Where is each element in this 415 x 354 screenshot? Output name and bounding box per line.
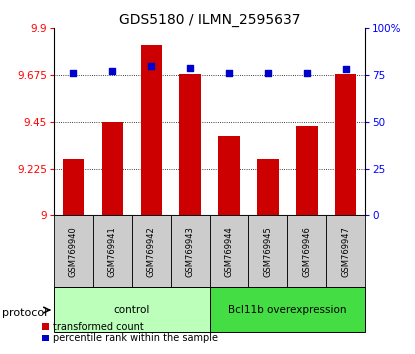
Point [109,68,116,74]
Point [303,70,310,76]
Text: GSM769941: GSM769941 [108,226,117,277]
Text: GSM769944: GSM769944 [225,226,234,277]
Text: GSM769947: GSM769947 [341,226,350,277]
Bar [63,159,84,215]
Bar [54,215,93,287]
Point [187,65,193,70]
Bar [287,215,326,287]
Bar [93,215,132,287]
Point [70,70,77,76]
Bar [102,122,123,215]
Bar [257,159,278,215]
Bar [335,74,356,215]
Legend: transformed count, percentile rank within the sample: transformed count, percentile rank withi… [38,318,222,347]
Text: control: control [114,305,150,315]
Point [148,63,154,69]
Bar [141,45,162,215]
Bar [171,215,210,287]
Bar [54,287,210,332]
Bar [210,215,249,287]
Bar [218,136,240,215]
Bar [179,74,201,215]
Text: protocol: protocol [2,308,47,318]
Point [226,70,232,76]
Title: GDS5180 / ILMN_2595637: GDS5180 / ILMN_2595637 [119,13,300,27]
Text: GSM769945: GSM769945 [264,226,272,277]
Text: GSM769946: GSM769946 [303,226,311,277]
Bar [326,215,365,287]
Bar [132,215,171,287]
Bar [249,215,287,287]
Text: GSM769940: GSM769940 [69,226,78,277]
Text: GSM769942: GSM769942 [147,226,156,277]
Point [342,67,349,72]
Text: GSM769943: GSM769943 [186,226,195,277]
Point [265,70,271,76]
Text: Bcl11b overexpression: Bcl11b overexpression [228,305,347,315]
Bar [210,287,365,332]
Bar [296,126,317,215]
